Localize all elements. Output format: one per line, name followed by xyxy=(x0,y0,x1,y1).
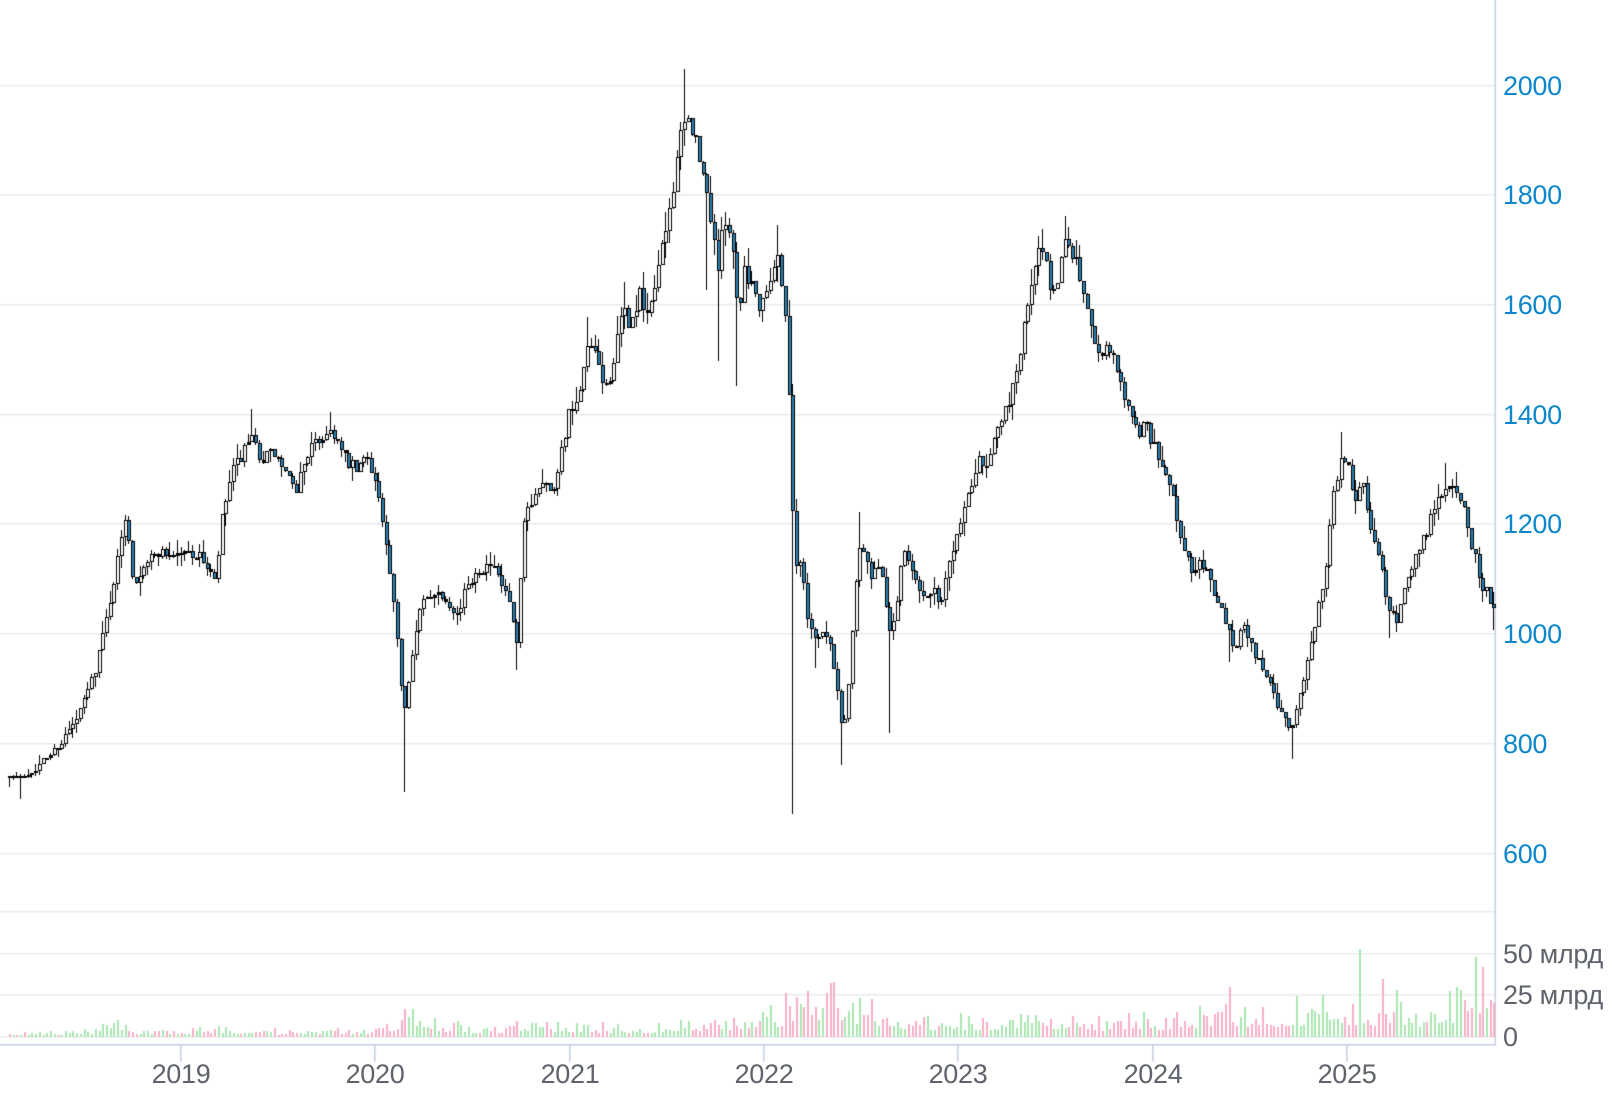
chart-canvas[interactable] xyxy=(0,0,1615,1093)
price-volume-chart: 600 800 1000 1200 1400 1600 1800 2000 0 25 млрд 50… xyxy=(0,0,1615,1093)
